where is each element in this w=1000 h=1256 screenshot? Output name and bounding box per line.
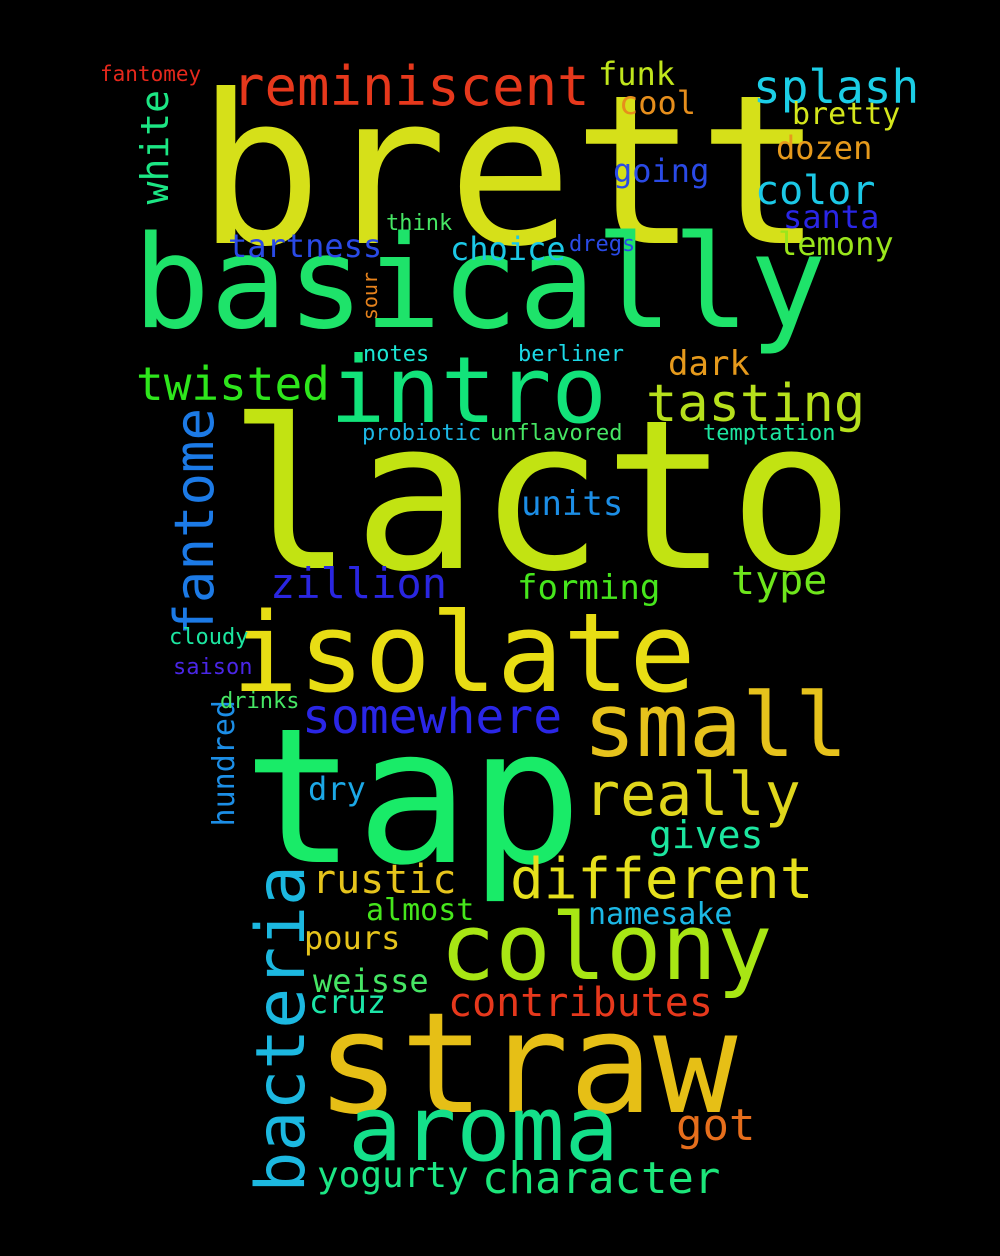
word-intro: intro: [330, 337, 607, 444]
word-rustic: rustic: [312, 857, 457, 903]
word-units: units: [521, 484, 624, 524]
word-tartness: tartness: [228, 227, 383, 265]
word-color: color: [755, 168, 876, 214]
word-straw: straw: [316, 983, 738, 1146]
word-choice: choice: [450, 230, 566, 268]
word-white: white: [133, 90, 177, 205]
word-think: think: [386, 211, 453, 236]
word-saison: saison: [173, 655, 253, 680]
word-small: small: [583, 674, 848, 777]
word-dozen: dozen: [776, 129, 873, 167]
word-zillion: zillion: [270, 559, 448, 608]
word-santa: santa: [783, 198, 880, 236]
word-basically: basically: [133, 209, 827, 358]
word-forming: forming: [517, 568, 661, 608]
word-cloudy: cloudy: [169, 625, 249, 650]
word-going: going: [613, 152, 710, 190]
word-unflavored: unflavored: [490, 421, 623, 446]
word-sour: sour: [358, 272, 382, 321]
word-splash: splash: [753, 60, 920, 114]
word-really: really: [584, 760, 801, 830]
word-different: different: [510, 847, 814, 912]
word-funk: funk: [598, 55, 676, 93]
word-weisse: weisse: [313, 962, 429, 1000]
word-cool: cool: [619, 84, 697, 122]
word-probiotic: probiotic: [362, 421, 482, 446]
word-aroma: aroma: [348, 1077, 619, 1182]
word-pours: pours: [304, 919, 401, 957]
word-drinks: drinks: [220, 689, 300, 714]
word-type: type: [731, 558, 828, 604]
word-yogurty: yogurty: [317, 1155, 469, 1196]
word-dark: dark: [668, 344, 750, 384]
word-dry: dry: [308, 770, 366, 808]
word-notes: notes: [363, 342, 430, 367]
word-got: got: [676, 1100, 756, 1151]
word-fantome: fantome: [163, 408, 226, 636]
word-isolate: isolate: [232, 589, 696, 717]
word-bacteria: bacteria: [242, 865, 321, 1193]
word-tap: tap: [243, 688, 583, 907]
word-tasting: tasting: [646, 374, 866, 434]
word-lacto: lacto: [228, 376, 855, 618]
word-namesake: namesake: [588, 897, 733, 932]
word-twisted: twisted: [136, 357, 330, 411]
word-somewhere: somewhere: [302, 689, 563, 745]
word-cruz: cruz: [309, 983, 387, 1021]
word-temptation: temptation: [703, 421, 836, 446]
word-character: character: [482, 1153, 721, 1204]
word-berliner: berliner: [518, 342, 624, 367]
word-almost: almost: [366, 893, 475, 928]
word-colony: colony: [440, 894, 773, 1001]
word-dregs: dregs: [569, 232, 636, 257]
word-lemony: lemony: [778, 225, 894, 263]
word-contributes: contributes: [448, 980, 713, 1026]
word-hundred: hundred: [207, 700, 242, 827]
word-reminiscent: reminiscent: [232, 55, 590, 118]
word-fantomey: fantomey: [100, 62, 202, 86]
word-brett: brett: [197, 51, 824, 293]
word-gives: gives: [649, 813, 764, 857]
word-bretty: bretty: [792, 97, 901, 132]
